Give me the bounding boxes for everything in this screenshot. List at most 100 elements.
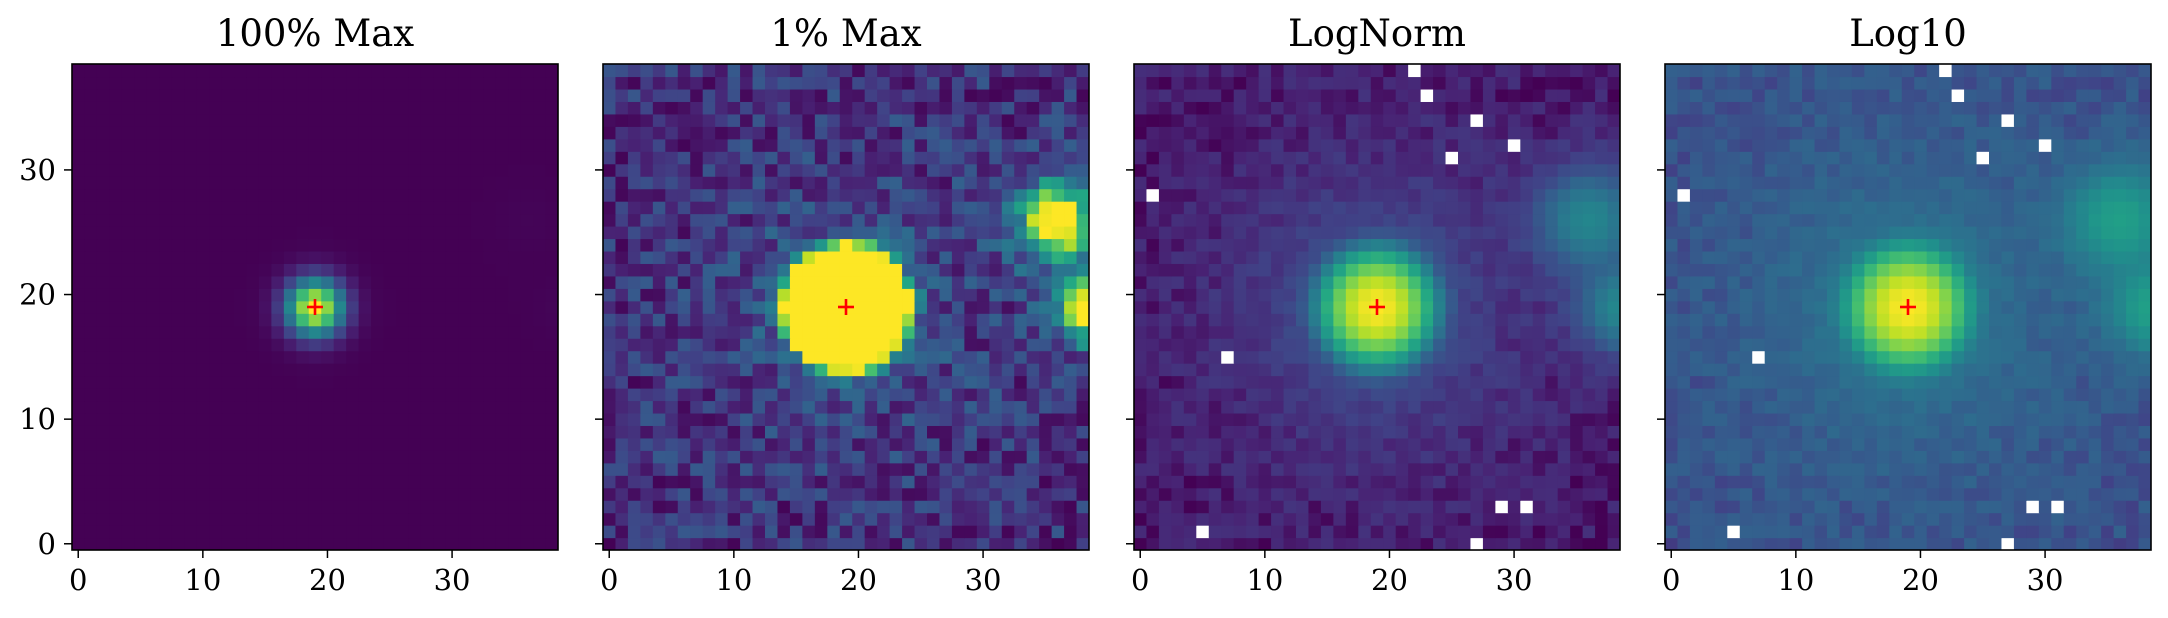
heatmap-cell: [1889, 487, 1903, 501]
heatmap-cell: [2126, 537, 2140, 550]
heatmap-cell: [271, 475, 285, 489]
heatmap-cell: [1557, 363, 1571, 377]
heatmap-cell: [852, 288, 866, 302]
heatmap-cell: [470, 500, 484, 514]
heatmap-cell: [1433, 188, 1447, 202]
heatmap-cell: [727, 400, 741, 414]
heatmap-cell: [1271, 338, 1285, 352]
heatmap-cell: [627, 537, 641, 550]
heatmap-cell: [615, 101, 629, 115]
heatmap-cell: [715, 412, 729, 426]
heatmap-cell: [159, 300, 173, 314]
heatmap-cell: [839, 313, 853, 327]
heatmap-cell: [690, 537, 704, 550]
heatmap-cell: [458, 388, 472, 402]
heatmap-cell: [121, 437, 135, 451]
heatmap-cell: [1864, 475, 1878, 489]
heatmap-cell: [1208, 300, 1222, 314]
heatmap-cell: [1296, 163, 1310, 177]
heatmap-cell: [171, 325, 185, 339]
heatmap-cell: [1358, 64, 1372, 78]
heatmap-cell: [1595, 537, 1609, 550]
heatmap-cell: [1520, 525, 1534, 539]
heatmap-cell: [1677, 537, 1691, 550]
heatmap-cell: [2001, 525, 2015, 539]
heatmap-cell: [246, 525, 260, 539]
heatmap-cell: [1076, 213, 1089, 227]
heatmap-cell: [1495, 350, 1509, 364]
heatmap-cell: [258, 450, 272, 464]
heatmap-cell: [196, 475, 210, 489]
heatmap-cell: [545, 512, 558, 526]
heatmap-cell: [752, 537, 766, 550]
heatmap-cell: [902, 188, 916, 202]
heatmap-cell: [1146, 226, 1160, 240]
heatmap-cell: [627, 437, 641, 451]
heatmap-cell: [777, 487, 791, 501]
heatmap-cell: [1146, 313, 1160, 327]
heatmap-cell: [902, 375, 916, 389]
heatmap-cell: [976, 388, 990, 402]
heatmap-cell: [1814, 512, 1828, 526]
heatmap-cell: [1520, 113, 1534, 127]
heatmap-cell: [1146, 64, 1160, 78]
heatmap-cell: [1951, 450, 1965, 464]
heatmap-cell: [1014, 450, 1028, 464]
heatmap-cell: [889, 412, 903, 426]
heatmap-cell: [1689, 450, 1703, 464]
heatmap-cell: [196, 363, 210, 377]
heatmap-cell: [802, 188, 816, 202]
heatmap-cell: [852, 350, 866, 364]
heatmap-cell: [852, 313, 866, 327]
heatmap-cell: [483, 300, 497, 314]
heatmap-cell: [627, 512, 641, 526]
heatmap-cell: [1495, 226, 1509, 240]
heatmap-cell: [1014, 388, 1028, 402]
heatmap-cell: [209, 325, 223, 339]
heatmap-cell: [1557, 487, 1571, 501]
heatmap-cell: [72, 525, 86, 539]
heatmap-cell: [258, 462, 272, 476]
heatmap-cell: [1383, 275, 1397, 289]
heatmap-cell: [396, 263, 410, 277]
heatmap-cell: [752, 126, 766, 140]
heatmap-cell: [433, 288, 447, 302]
heatmap-cell: [1714, 500, 1728, 514]
heatmap-cell: [470, 151, 484, 165]
heatmap-cell: [1777, 537, 1791, 550]
heatmap-cell: [1271, 163, 1285, 177]
heatmap-cell: [1233, 375, 1247, 389]
heatmap-cell: [665, 400, 679, 414]
heatmap-cell: [1595, 226, 1609, 240]
heatmap-cell: [520, 64, 534, 78]
heatmap-cell: [246, 437, 260, 451]
heatmap-cell: [1283, 375, 1297, 389]
heatmap-cell: [877, 313, 891, 327]
heatmap-cell: [827, 363, 841, 377]
heatmap-cell: [296, 126, 310, 140]
heatmap-cell: [951, 388, 965, 402]
heatmap-cell: [839, 76, 853, 90]
heatmap-cell: [1420, 350, 1434, 364]
heatmap-cell: [827, 500, 841, 514]
heatmap-cell: [976, 213, 990, 227]
heatmap-cell: [1296, 388, 1310, 402]
heatmap-cell: [889, 250, 903, 264]
heatmap-cell: [1158, 375, 1172, 389]
heatmap-cell: [752, 250, 766, 264]
heatmap-cell: [470, 475, 484, 489]
heatmap-cell: [927, 388, 941, 402]
heatmap-cell: [371, 512, 385, 526]
heatmap-cell: [184, 325, 198, 339]
heatmap-cell: [1358, 437, 1372, 451]
heatmap-cell: [715, 138, 729, 152]
heatmap-cell: [939, 425, 953, 439]
heatmap-cell: [445, 425, 459, 439]
heatmap-cell: [1595, 437, 1609, 451]
heatmap-cell: [652, 188, 666, 202]
heatmap-cell: [346, 363, 360, 377]
heatmap-cell: [1752, 525, 1766, 539]
heatmap-cell: [1976, 450, 1990, 464]
heatmap-cell: [1320, 525, 1334, 539]
heatmap-cell: [1271, 275, 1285, 289]
